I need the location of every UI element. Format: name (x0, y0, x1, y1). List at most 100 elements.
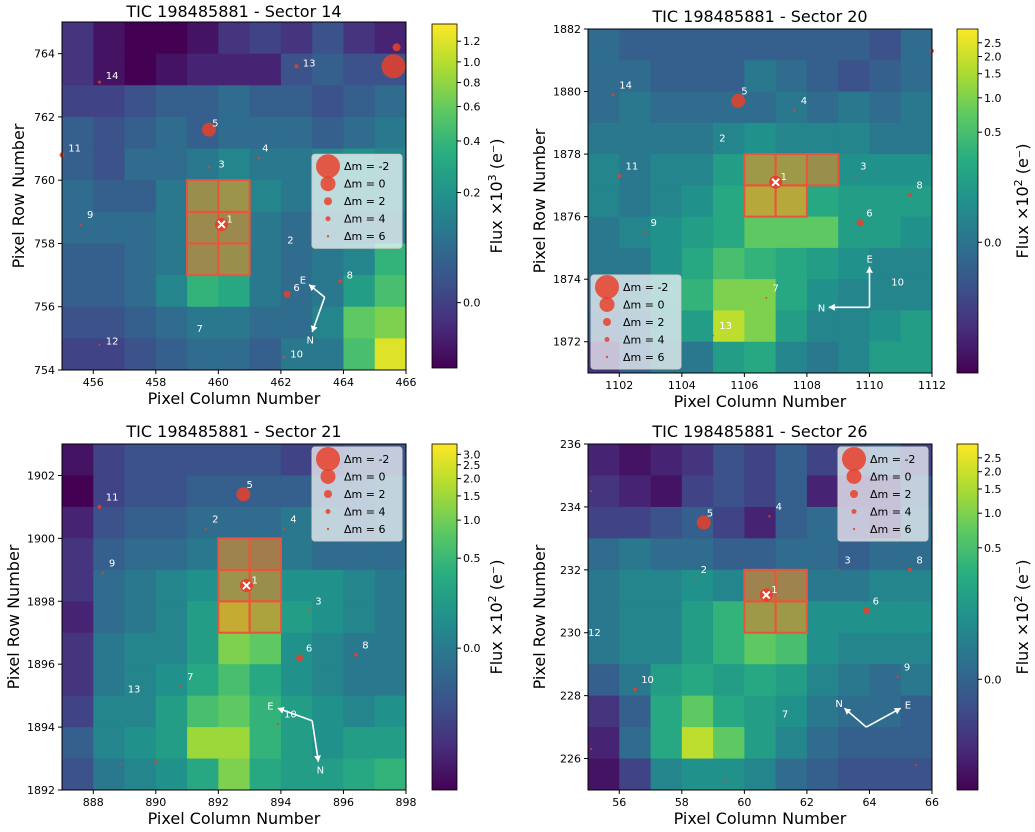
heatmap-cell (806, 444, 839, 476)
heatmap-cell (93, 475, 126, 508)
heatmap-cell (775, 475, 808, 508)
legend-label: Δm = 2 (344, 195, 385, 208)
legend-label: Δm = 2 (870, 488, 911, 501)
star-marker (179, 685, 182, 688)
heatmap-cell (155, 53, 188, 86)
heatmap-cell (619, 601, 652, 634)
heatmap-cell (900, 310, 933, 343)
heatmap-cell (650, 475, 683, 508)
heatmap-cell (806, 569, 839, 602)
heatmap-cell (155, 275, 188, 308)
heatmap-cell (249, 758, 282, 791)
heatmap-cell (62, 601, 94, 634)
star-marker (590, 748, 593, 751)
legend-marker (851, 509, 857, 514)
heatmap-cell (343, 275, 376, 308)
y-tick-label: 758 (34, 237, 55, 250)
heatmap-cell (218, 116, 251, 150)
legend-marker (603, 318, 611, 326)
heatmap-cell (650, 538, 683, 571)
star-marker (590, 490, 593, 493)
heatmap-cell (187, 475, 219, 508)
compass-arrowhead-icon (866, 266, 873, 273)
heatmap-cell (650, 122, 683, 155)
heatmap-cell (62, 148, 94, 181)
heatmap-cell (900, 341, 933, 374)
heatmap-cell (744, 310, 777, 343)
target-label: 1 (781, 172, 787, 183)
heatmap-cell (155, 664, 188, 697)
heatmap-cell (124, 180, 157, 213)
heatmap-cell (249, 53, 282, 86)
target-cross-icon (242, 581, 251, 590)
chart-title: TIC 198485881 - Sector 26 (651, 422, 867, 441)
aperture-pixel (774, 568, 808, 603)
heatmap-cell (838, 185, 870, 218)
x-tick-label: 458 (145, 376, 166, 389)
heatmap-cell (155, 758, 188, 791)
compass-arrowhead-icon (893, 708, 901, 715)
legend-marker (604, 337, 610, 342)
heatmap-cell (619, 506, 652, 539)
heatmap-cell (62, 538, 94, 571)
star-label: 12 (106, 337, 119, 348)
heatmap-cell (650, 506, 683, 539)
compass-arrowhead-icon (828, 303, 835, 311)
heatmap-cell (343, 664, 376, 697)
y-tick-label: 756 (34, 301, 55, 314)
x-axis-label: Pixel Column Number (674, 809, 847, 828)
heatmap-cell (775, 91, 808, 124)
heatmap-cell (838, 538, 870, 571)
star-label: 9 (904, 663, 910, 674)
heatmap-cell (900, 632, 933, 665)
heatmap-cell (280, 506, 313, 539)
heatmap-cell (62, 695, 94, 728)
colorbar: 2.52.0 1.5 1.0 0.5 0.0 Flux ×102 (e⁻) (956, 443, 1032, 791)
aperture-pixel (743, 184, 777, 218)
colorbar-tick-label: 1.0 (463, 514, 481, 527)
heatmap-cell (713, 506, 745, 539)
heatmap-cell (218, 85, 251, 118)
colorbar-tick-label: 0.0 (984, 673, 1002, 686)
heatmap-cell (869, 601, 902, 634)
star-label: 2 (287, 236, 293, 247)
heatmap-cell (681, 341, 714, 374)
star-marker (101, 571, 104, 575)
star-marker (724, 779, 727, 782)
heatmap-cell (187, 338, 219, 371)
x-tick-label: 56 (612, 796, 626, 809)
y-tick-label: 1872 (553, 336, 581, 349)
y-tick-label: 1900 (27, 532, 55, 545)
heatmap-cell (343, 695, 376, 728)
heatmap-cell (155, 211, 188, 244)
legend-marker (842, 447, 866, 471)
heatmap-cell (650, 444, 683, 476)
heatmap-cell (838, 216, 870, 249)
legend-label: Δm = 0 (344, 471, 385, 484)
compass-arrowhead-icon (309, 284, 316, 292)
colorbar-gradient (431, 443, 458, 791)
x-tick-label: 64 (862, 796, 876, 809)
heatmap-cell (218, 506, 251, 539)
heatmap-cell (619, 569, 652, 602)
heatmap-cell (343, 85, 376, 118)
heatmap-cell (588, 506, 620, 539)
heatmap-cell (650, 247, 683, 280)
heatmap-cell (775, 632, 808, 665)
heatmap-cell (681, 247, 714, 280)
heatmap-cell (806, 310, 839, 343)
heatmap-cell (249, 180, 282, 213)
heatmap-cell (713, 727, 745, 760)
colorbar-tick-label: 0.2 (463, 187, 481, 200)
heatmap-cell (187, 85, 219, 118)
heatmap-cell (838, 247, 870, 280)
aperture-pixel (743, 600, 777, 634)
colorbar-tick-label: 1.2 (463, 35, 481, 48)
heatmap-cell (588, 91, 620, 124)
heatmap-cell (124, 758, 157, 791)
heatmap-cell (187, 758, 219, 791)
heatmap-cell (619, 154, 652, 186)
y-axis-label: Pixel Row Number (4, 544, 23, 689)
heatmap-cell (806, 29, 839, 61)
plot-frame (61, 443, 407, 791)
